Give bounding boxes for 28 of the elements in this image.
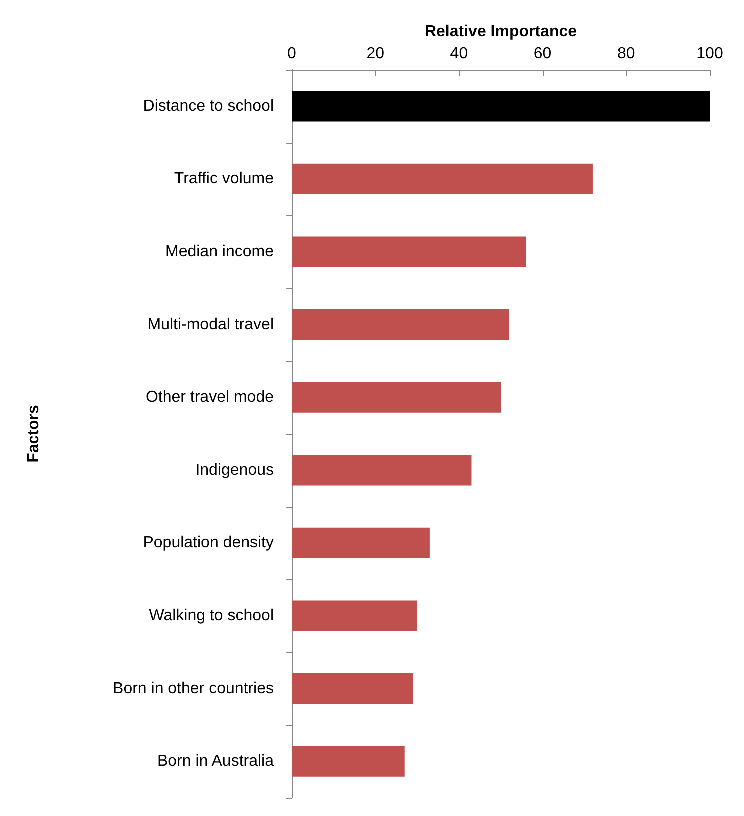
x-axis-title: Relative Importance	[424, 24, 578, 40]
bar	[292, 164, 593, 194]
x-tick-label: 60	[534, 46, 552, 62]
bar	[292, 236, 526, 268]
bar	[292, 746, 405, 777]
y-tick-label: Born in Australia	[157, 753, 274, 770]
bar	[292, 528, 430, 558]
y-tick-label: Born in other countries	[113, 680, 274, 698]
bar	[292, 91, 710, 122]
y-tick-label: Walking to school	[149, 608, 274, 624]
bar	[292, 455, 472, 486]
y-tick-label: Distance to school	[143, 98, 274, 115]
x-tick-label: 40	[450, 46, 468, 62]
x-tick-label: 80	[618, 46, 636, 62]
x-tick-label: 0	[288, 46, 297, 62]
bar	[292, 310, 510, 340]
y-tick-label: Population density	[143, 534, 274, 552]
bar	[292, 600, 418, 632]
y-tick-label: Other travel mode	[146, 389, 274, 406]
x-tick-label: 100	[696, 46, 724, 62]
y-tick-label: Indigenous	[196, 462, 274, 479]
y-tick-label: Multi-modal travel	[148, 316, 274, 334]
bar	[292, 382, 501, 413]
y-axis-title: Factors	[26, 405, 42, 463]
x-tick-label: 20	[366, 46, 385, 62]
y-tick-label: Traffic volume	[174, 170, 274, 188]
y-tick-label: Median income	[166, 244, 274, 260]
bar	[292, 674, 414, 704]
